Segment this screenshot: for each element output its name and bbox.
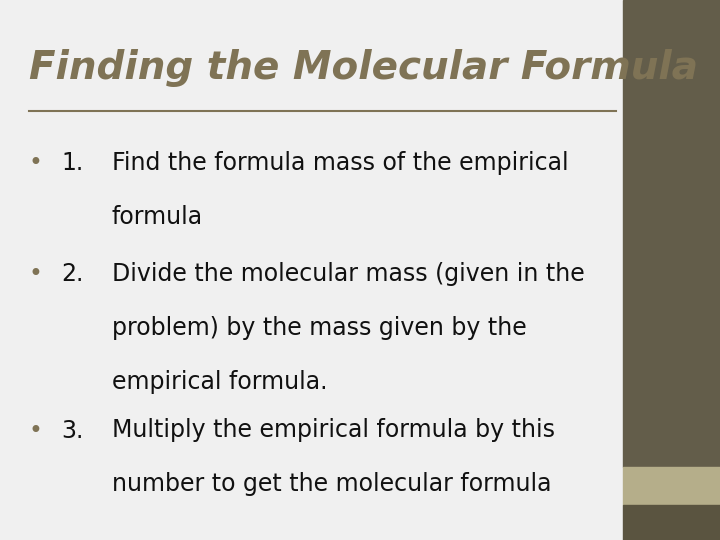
Text: •: • bbox=[29, 418, 42, 442]
Text: Find the formula mass of the empirical: Find the formula mass of the empirical bbox=[112, 151, 568, 175]
Text: empirical formula.: empirical formula. bbox=[112, 370, 327, 394]
Bar bbox=[623, 0, 720, 467]
Bar bbox=[623, 505, 720, 540]
Bar bbox=[623, 467, 720, 505]
Text: Finding the Molecular Formula: Finding the Molecular Formula bbox=[29, 49, 698, 86]
Text: 3.: 3. bbox=[61, 418, 84, 442]
Text: Divide the molecular mass (given in the: Divide the molecular mass (given in the bbox=[112, 262, 585, 286]
Text: 2.: 2. bbox=[61, 262, 84, 286]
Text: •: • bbox=[29, 262, 42, 286]
Text: formula: formula bbox=[112, 205, 203, 229]
Text: 1.: 1. bbox=[61, 151, 84, 175]
Text: •: • bbox=[29, 151, 42, 175]
Text: number to get the molecular formula: number to get the molecular formula bbox=[112, 472, 551, 496]
Text: problem) by the mass given by the: problem) by the mass given by the bbox=[112, 316, 526, 340]
Text: Multiply the empirical formula by this: Multiply the empirical formula by this bbox=[112, 418, 554, 442]
